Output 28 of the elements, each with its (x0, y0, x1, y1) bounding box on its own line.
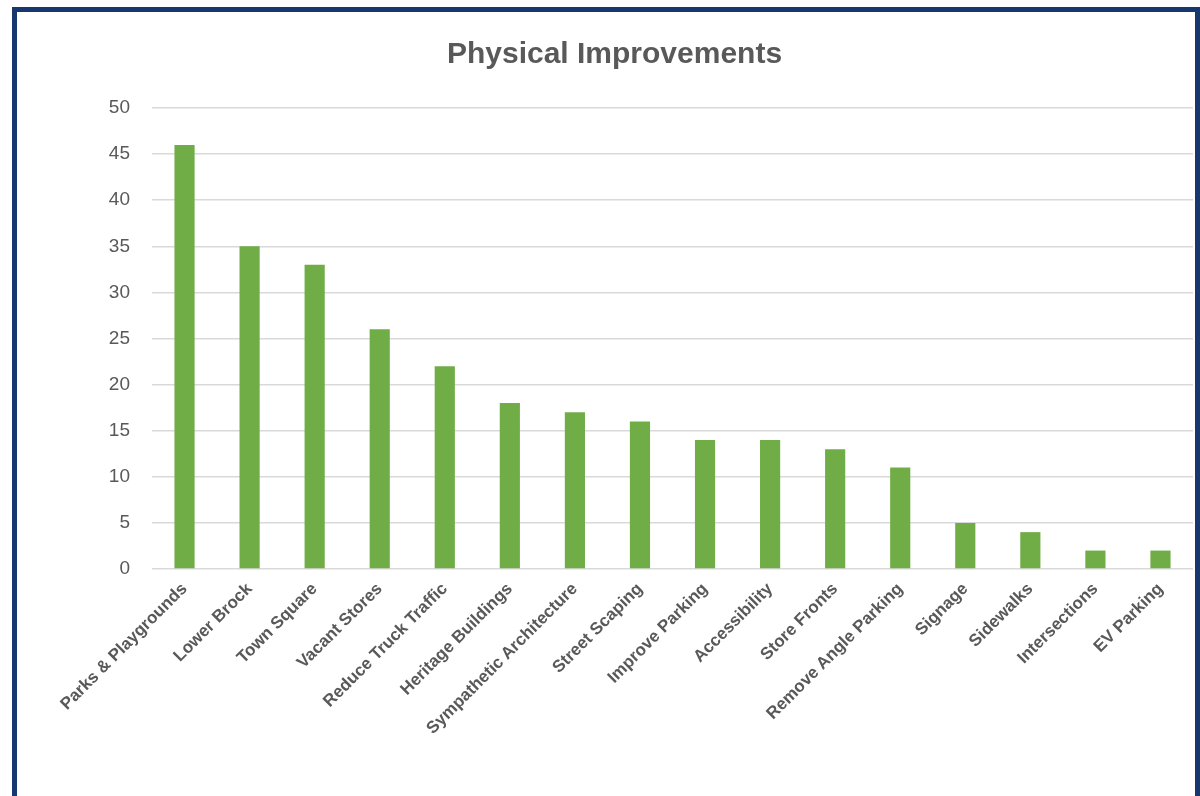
bar (564, 412, 585, 569)
y-tick-label: 15 (108, 418, 130, 440)
y-tick-label: 5 (119, 511, 130, 533)
y-tick-label: 0 (119, 557, 130, 579)
bar (955, 522, 976, 569)
bar (629, 421, 651, 569)
y-tick-label: 45 (108, 142, 130, 164)
y-tick-label: 30 (108, 280, 130, 302)
bar (434, 366, 455, 569)
bar (1020, 532, 1041, 569)
y-tick-label: 50 (108, 96, 130, 118)
y-tick-label: 40 (108, 188, 130, 210)
bar (499, 403, 520, 569)
bar (890, 467, 911, 569)
bar (239, 246, 260, 569)
bar (1150, 550, 1171, 569)
y-tick-label: 10 (108, 465, 130, 487)
bar (760, 439, 781, 569)
bar (369, 329, 390, 569)
bar (174, 144, 195, 569)
bar (1085, 550, 1106, 569)
bar (694, 439, 716, 569)
y-tick-label: 25 (108, 326, 130, 348)
y-tick-label: 35 (108, 234, 130, 256)
chart-title: Physical Improvements (446, 36, 783, 70)
bar (825, 449, 846, 569)
y-tick-label: 20 (108, 372, 130, 394)
bar (304, 264, 325, 569)
